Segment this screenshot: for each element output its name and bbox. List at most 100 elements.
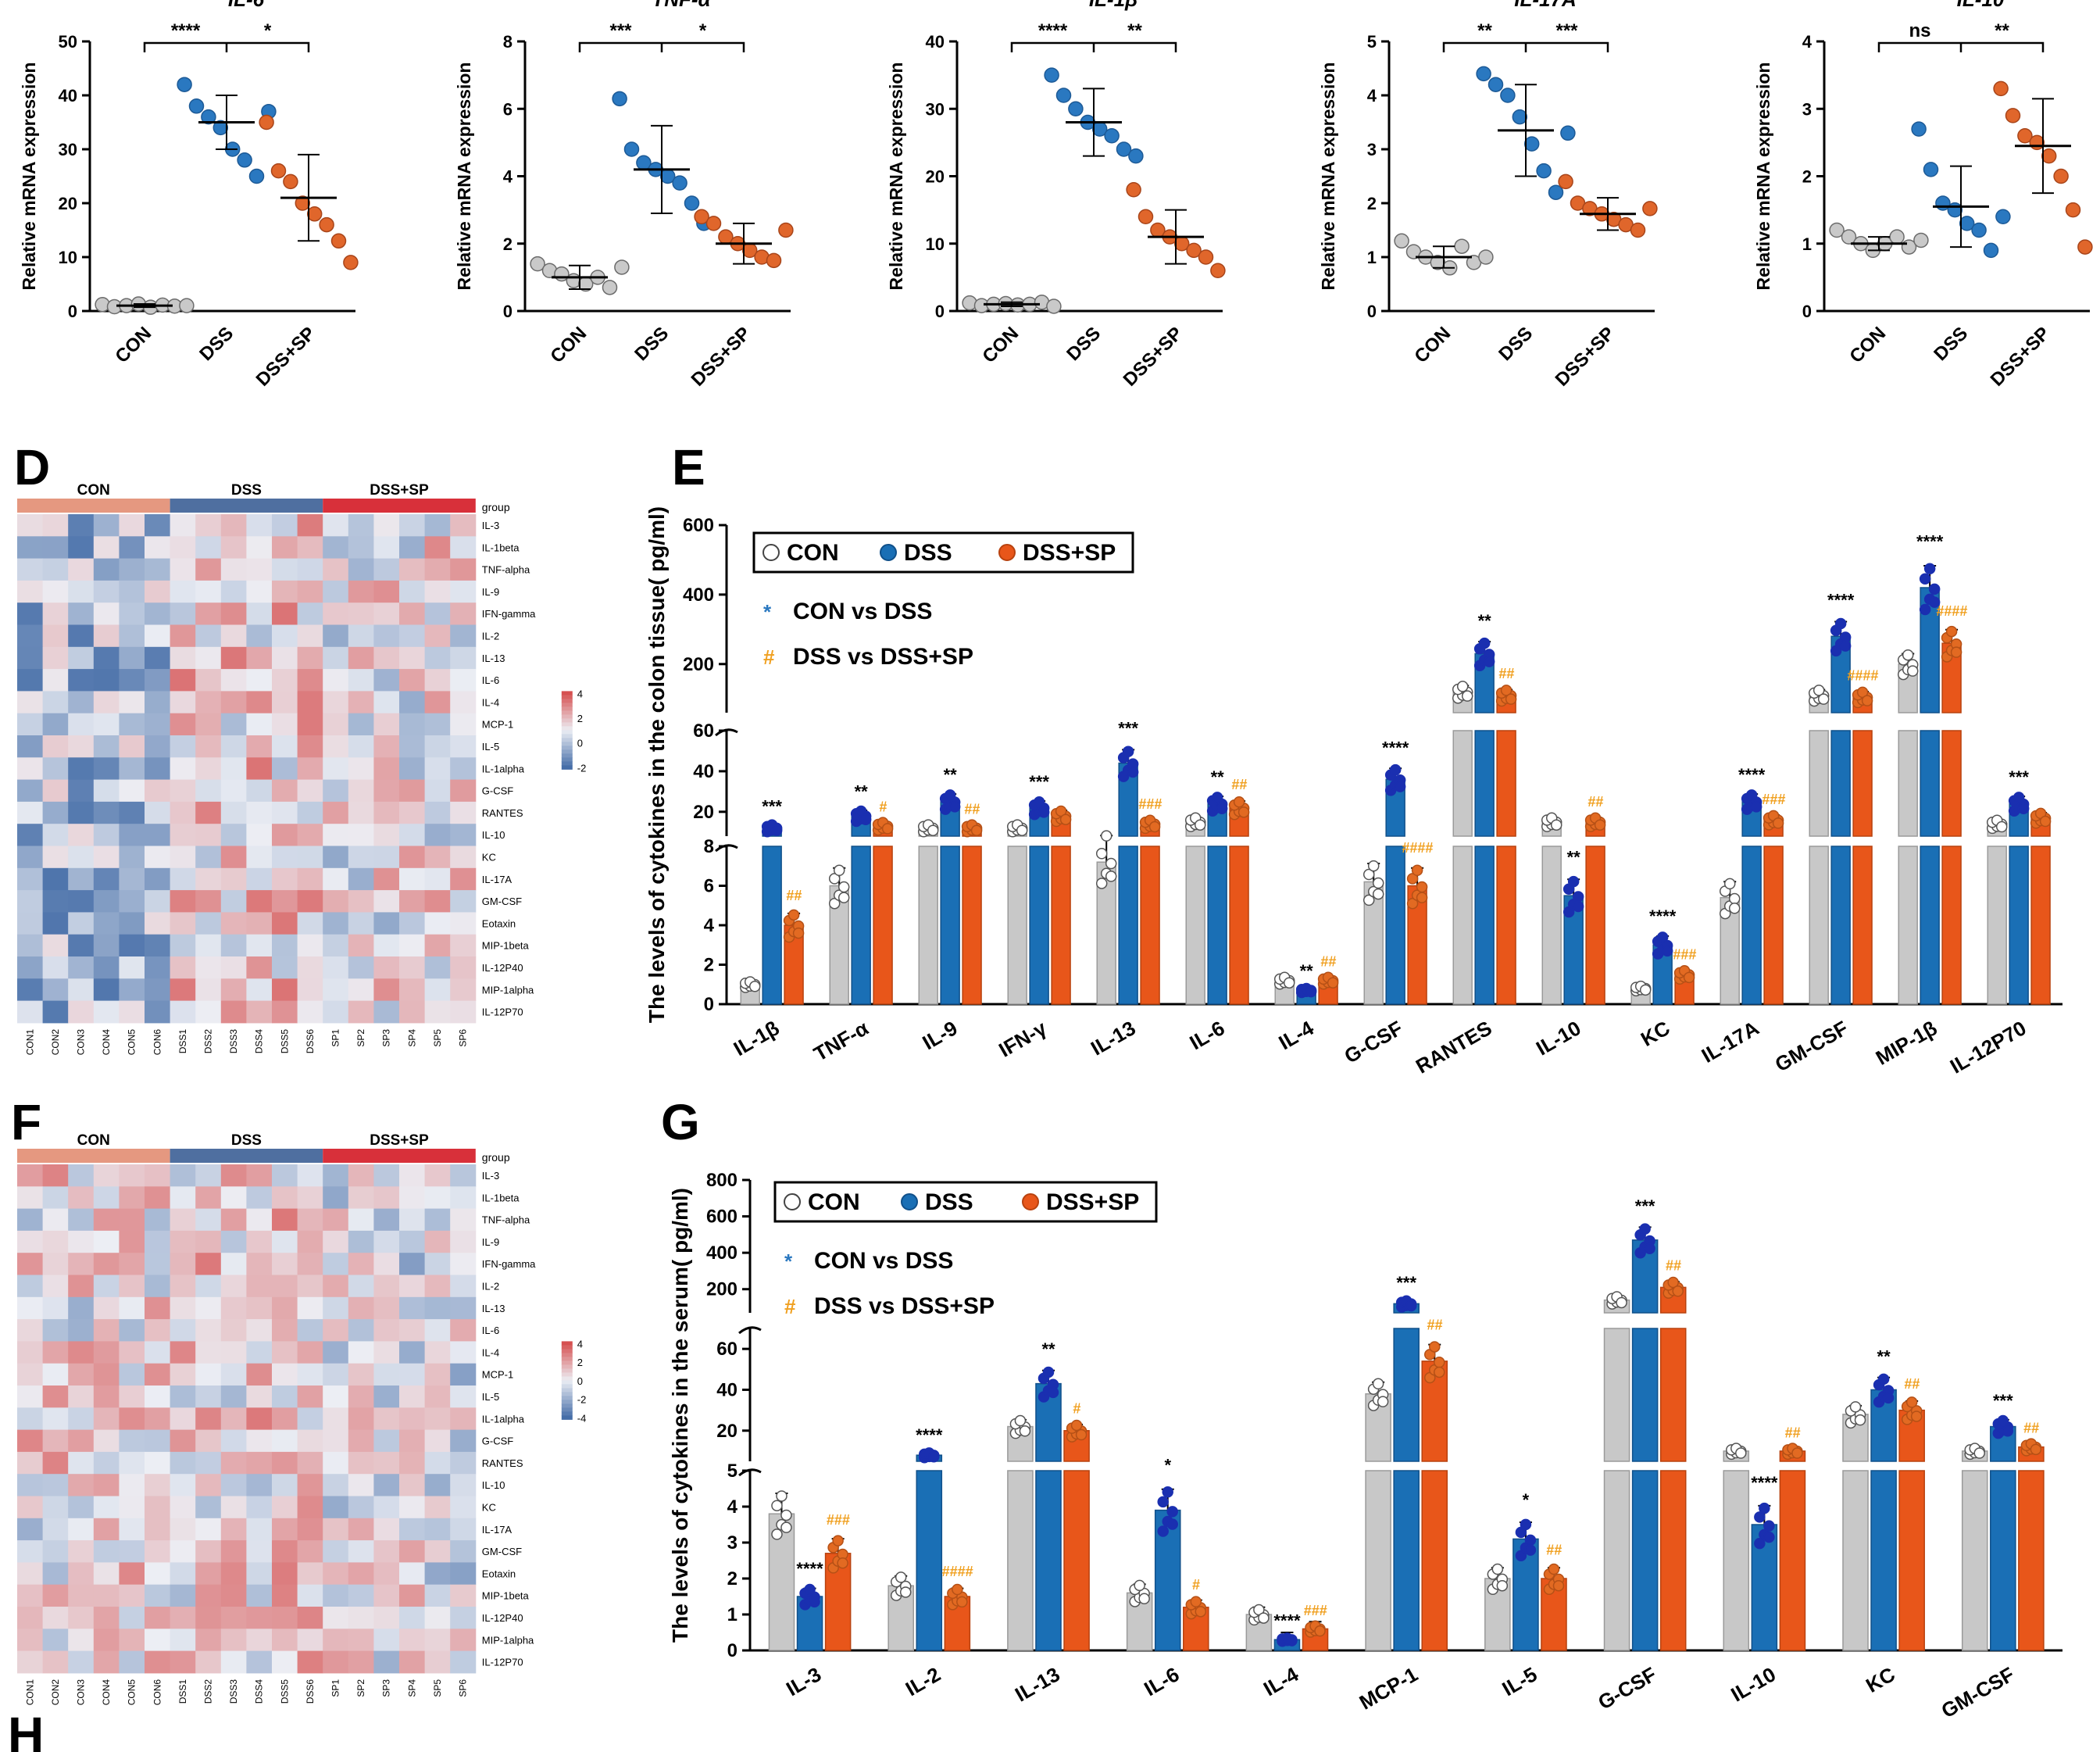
- heatmap-cell: [399, 1341, 426, 1364]
- heatmap-cell: [450, 669, 477, 692]
- heatmap-cell: [220, 1230, 247, 1253]
- x-category-label: DSS: [195, 323, 238, 365]
- x-category-label: IL-10: [1532, 1016, 1585, 1060]
- heatmap-cell: [68, 1319, 95, 1342]
- heatmap-cell: [17, 1186, 44, 1210]
- heatmap-cell: [348, 580, 374, 603]
- heatmap-cell: [42, 956, 69, 979]
- heatmap-cell: [323, 1562, 349, 1586]
- heatmap-cell: [323, 1363, 349, 1386]
- heatmap-cell: [119, 669, 145, 692]
- heatmap-cell: [450, 912, 477, 935]
- heatmap-cell: [145, 846, 171, 869]
- x-category-label: CON: [1845, 323, 1890, 367]
- data-point: [1496, 1579, 1509, 1592]
- heatmap-cell: [323, 1386, 349, 1408]
- heatmap-cell: [42, 867, 69, 891]
- heatmap-cell: [42, 1253, 69, 1275]
- significance-sp: ##: [786, 888, 802, 903]
- heatmap-row-label: TNF-alpha: [482, 1214, 530, 1226]
- heatmap-cell: [93, 779, 120, 803]
- data-point: [1233, 796, 1245, 808]
- annotation-text: CON vs DSS: [793, 599, 932, 624]
- heatmap-cell: [450, 646, 477, 670]
- heatmap-cell: [323, 1407, 349, 1431]
- heatmap-group-band: [17, 1149, 170, 1163]
- heatmap-cell: [195, 1186, 222, 1210]
- y-axis-label: Relative mRNA expression: [1318, 63, 1338, 291]
- heatmap-cell: [323, 1253, 349, 1275]
- heatmap-cell: [450, 779, 477, 803]
- y-tick-label: 4: [1367, 86, 1377, 105]
- data-point: [1283, 977, 1295, 989]
- y-tick-label: 200: [683, 654, 714, 675]
- heatmap-cell: [297, 1253, 323, 1275]
- x-category-label: IL-4: [1259, 1662, 1302, 1700]
- heatmap-cell: [373, 1386, 400, 1408]
- heatmap-cell: [450, 934, 477, 957]
- x-category-label: IL-17A: [1698, 1016, 1763, 1067]
- heatmap-cell: [373, 1518, 400, 1541]
- heatmap-cell: [450, 691, 477, 714]
- heatmap-cell: [297, 934, 323, 957]
- data-point: [1416, 881, 1428, 893]
- y-tick-label: 3: [1367, 140, 1377, 159]
- annotation-text: DSS vs DSS+SP: [814, 1293, 995, 1319]
- bar-dss: [762, 846, 782, 1005]
- heatmap-cell: [119, 1341, 145, 1364]
- heatmap-cell: [297, 1629, 323, 1652]
- x-category-label: DSS+SP: [1987, 323, 2055, 391]
- heatmap-cell: [348, 824, 374, 846]
- heatmap-cell: [145, 779, 171, 803]
- data-point: [1672, 1285, 1684, 1297]
- significance-sp: ####: [1847, 668, 1878, 684]
- y-tick-label: 20: [59, 194, 77, 213]
- x-category-label: IFN-γ: [995, 1016, 1051, 1062]
- data-point: [1068, 101, 1084, 116]
- panel-letter-e: E: [672, 439, 705, 495]
- heatmap-cell: [272, 1562, 298, 1586]
- heatmap-cell: [297, 1474, 323, 1496]
- heatmap-cell: [17, 801, 44, 824]
- annotation-symbol: #: [763, 645, 775, 669]
- heatmap-cell: [323, 735, 349, 758]
- heatmap-cell: [424, 1429, 451, 1453]
- heatmap-cell: [450, 1451, 477, 1475]
- heatmap-col-label: DSS4: [254, 1029, 265, 1054]
- heatmap-cell: [323, 978, 349, 1002]
- heatmap-scale-step: [561, 749, 573, 754]
- heatmap-cell: [195, 779, 222, 803]
- heatmap-cell: [297, 1584, 323, 1607]
- heatmap-cell: [93, 536, 120, 560]
- heatmap-col-label: SP3: [381, 1029, 392, 1047]
- significance-dss: ***: [762, 796, 782, 816]
- heatmap-cell: [170, 757, 196, 781]
- heatmap-cell: [42, 624, 69, 648]
- data-point: [1928, 596, 1941, 608]
- heatmap-cell: [450, 1363, 477, 1386]
- heatmap-cell: [195, 956, 222, 979]
- heatmap-group-band: [323, 1149, 476, 1163]
- heatmap-cell: [348, 1319, 374, 1342]
- y-tick-label: 1: [1367, 248, 1377, 267]
- data-point: [1411, 864, 1423, 877]
- data-point: [1548, 1563, 1560, 1575]
- heatmap-cell: [373, 1629, 400, 1652]
- heatmap-cell: [93, 1208, 120, 1232]
- heatmap-cell: [170, 846, 196, 869]
- heatmap-cell: [373, 824, 400, 846]
- heatmap-cell: [348, 1607, 374, 1629]
- heatmap-cell: [323, 779, 349, 803]
- heatmap-cell: [119, 1386, 145, 1408]
- heatmap-cell: [220, 779, 247, 803]
- heatmap-cell: [119, 1562, 145, 1586]
- heatmap-cell: [17, 691, 44, 714]
- heatmap-cell: [399, 1429, 426, 1453]
- bar-dss: [940, 846, 960, 1005]
- heatmap-cell: [68, 890, 95, 913]
- heatmap-cell: [272, 1164, 298, 1187]
- heatmap-cell: [17, 1000, 44, 1024]
- heatmap-cell: [450, 890, 477, 913]
- heatmap-cell: [220, 956, 247, 979]
- data-point: [270, 163, 287, 179]
